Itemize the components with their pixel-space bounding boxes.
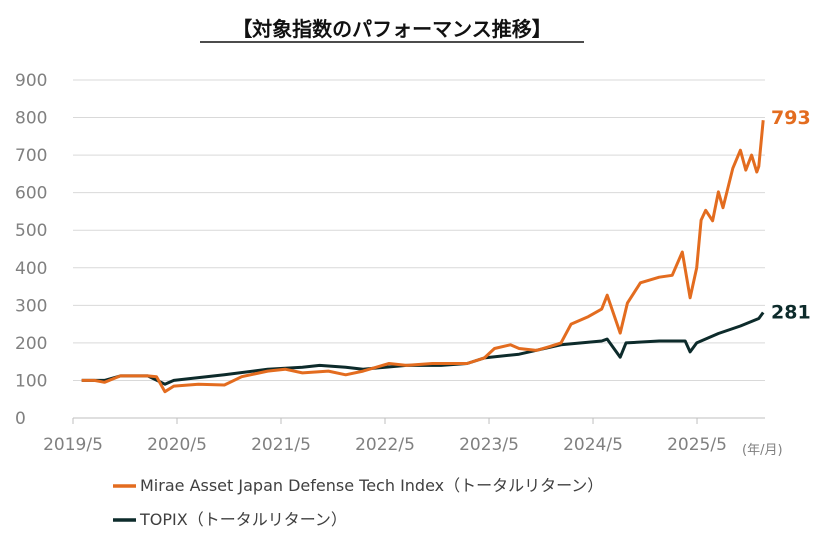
x-tick-label: 2025/5 <box>667 435 727 455</box>
series-line-topix <box>81 311 765 386</box>
x-tick-label: 2021/5 <box>251 435 311 455</box>
y-tick-label: 900 <box>15 71 47 91</box>
x-tick-label: 2019/5 <box>43 435 103 455</box>
legend-label-defense: Mirae Asset Japan Defense Tech Index（トータ… <box>140 476 603 495</box>
y-tick-label: 300 <box>15 296 47 316</box>
y-tick-label: 100 <box>15 371 47 391</box>
y-tick-label: 200 <box>15 334 47 354</box>
legend-label-topix: TOPIX（トータルリターン） <box>139 510 347 529</box>
y-tick-label: 500 <box>15 221 47 241</box>
x-tick-label: 2022/5 <box>355 435 415 455</box>
end-value-label-topix: 281 <box>771 301 811 323</box>
series-line-defense <box>81 120 765 394</box>
end-value-label-defense: 793 <box>771 107 811 129</box>
y-tick-label: 0 <box>15 409 26 429</box>
x-tick-label: 2020/5 <box>147 435 207 455</box>
y-tick-label: 400 <box>15 259 47 279</box>
y-tick-label: 800 <box>15 109 47 129</box>
x-axis-unit-label: (年/月) <box>742 443 783 458</box>
y-tick-label: 700 <box>15 146 47 166</box>
chart-title: 【対象指数のパフォーマンス推移】 <box>232 17 552 41</box>
x-tick-label: 2023/5 <box>459 435 519 455</box>
y-tick-label: 600 <box>15 184 47 204</box>
x-tick-label: 2024/5 <box>563 435 623 455</box>
